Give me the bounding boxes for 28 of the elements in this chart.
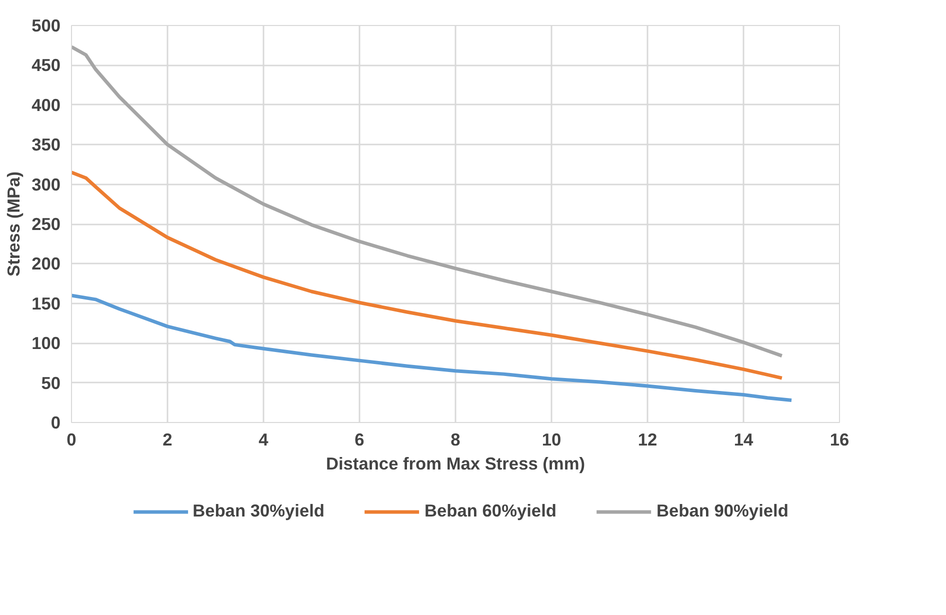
y-tick-label: 200 (32, 254, 61, 274)
y-tick-label: 250 (32, 214, 61, 234)
line-series (72, 45, 784, 358)
y-tick-label: 500 (32, 16, 61, 36)
line-series (72, 170, 784, 380)
x-tick-label: 12 (638, 430, 658, 450)
x-tick-label: 4 (258, 430, 269, 450)
x-tick-label: 2 (162, 430, 172, 450)
y-tick-label: 150 (32, 293, 61, 314)
y-tick-label: 100 (32, 333, 61, 354)
y-tick-label: 350 (32, 134, 61, 155)
legend-label: Beban 90%yield (656, 500, 788, 522)
legend-label: Beban 30%yield (192, 500, 325, 522)
y-tick-label: 450 (32, 55, 61, 76)
x-tick-label: 8 (450, 430, 461, 450)
y-tick-label: 300 (32, 174, 61, 194)
x-tick-label: 16 (830, 430, 850, 450)
x-tick-label: 14 (734, 430, 754, 450)
line-series (72, 294, 794, 402)
legend-label: Beban 60%yield (424, 500, 556, 522)
x-tick-label: 0 (66, 430, 76, 450)
x-tick-label: 6 (354, 430, 365, 450)
y-axis-title: Stress (MPa) (4, 172, 24, 276)
x-axis-title: Distance from Max Stress (mm) (326, 454, 586, 474)
x-tick-label: 10 (542, 430, 562, 450)
y-tick-label: 400 (32, 94, 61, 115)
y-tick-label: 0 (50, 412, 61, 432)
y-tick-label: 50 (41, 372, 61, 393)
